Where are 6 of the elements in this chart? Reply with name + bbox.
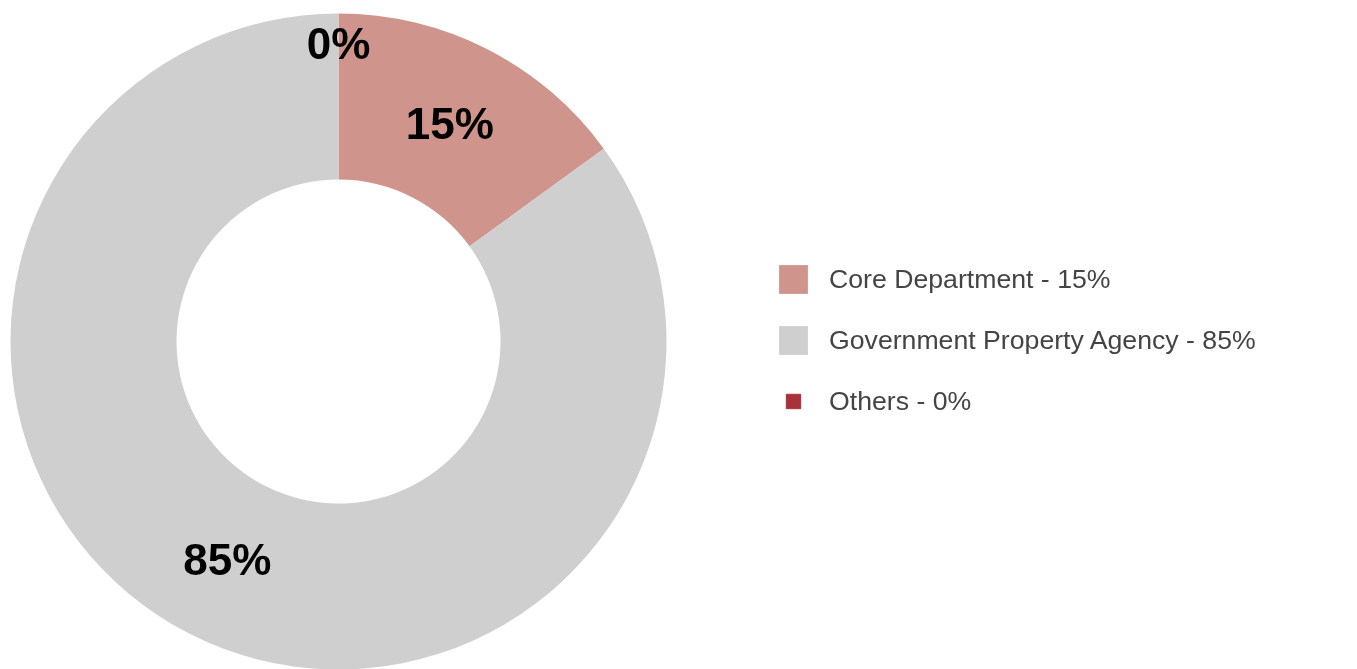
legend-label: Government Property Agency - 85% [829, 324, 1256, 356]
data-label: 15% [405, 98, 494, 148]
legend-label: Core Department - 15% [829, 263, 1111, 295]
data-label: 85% [183, 535, 272, 585]
legend-label: Others - 0% [829, 385, 972, 417]
text: 0% [306, 19, 371, 68]
